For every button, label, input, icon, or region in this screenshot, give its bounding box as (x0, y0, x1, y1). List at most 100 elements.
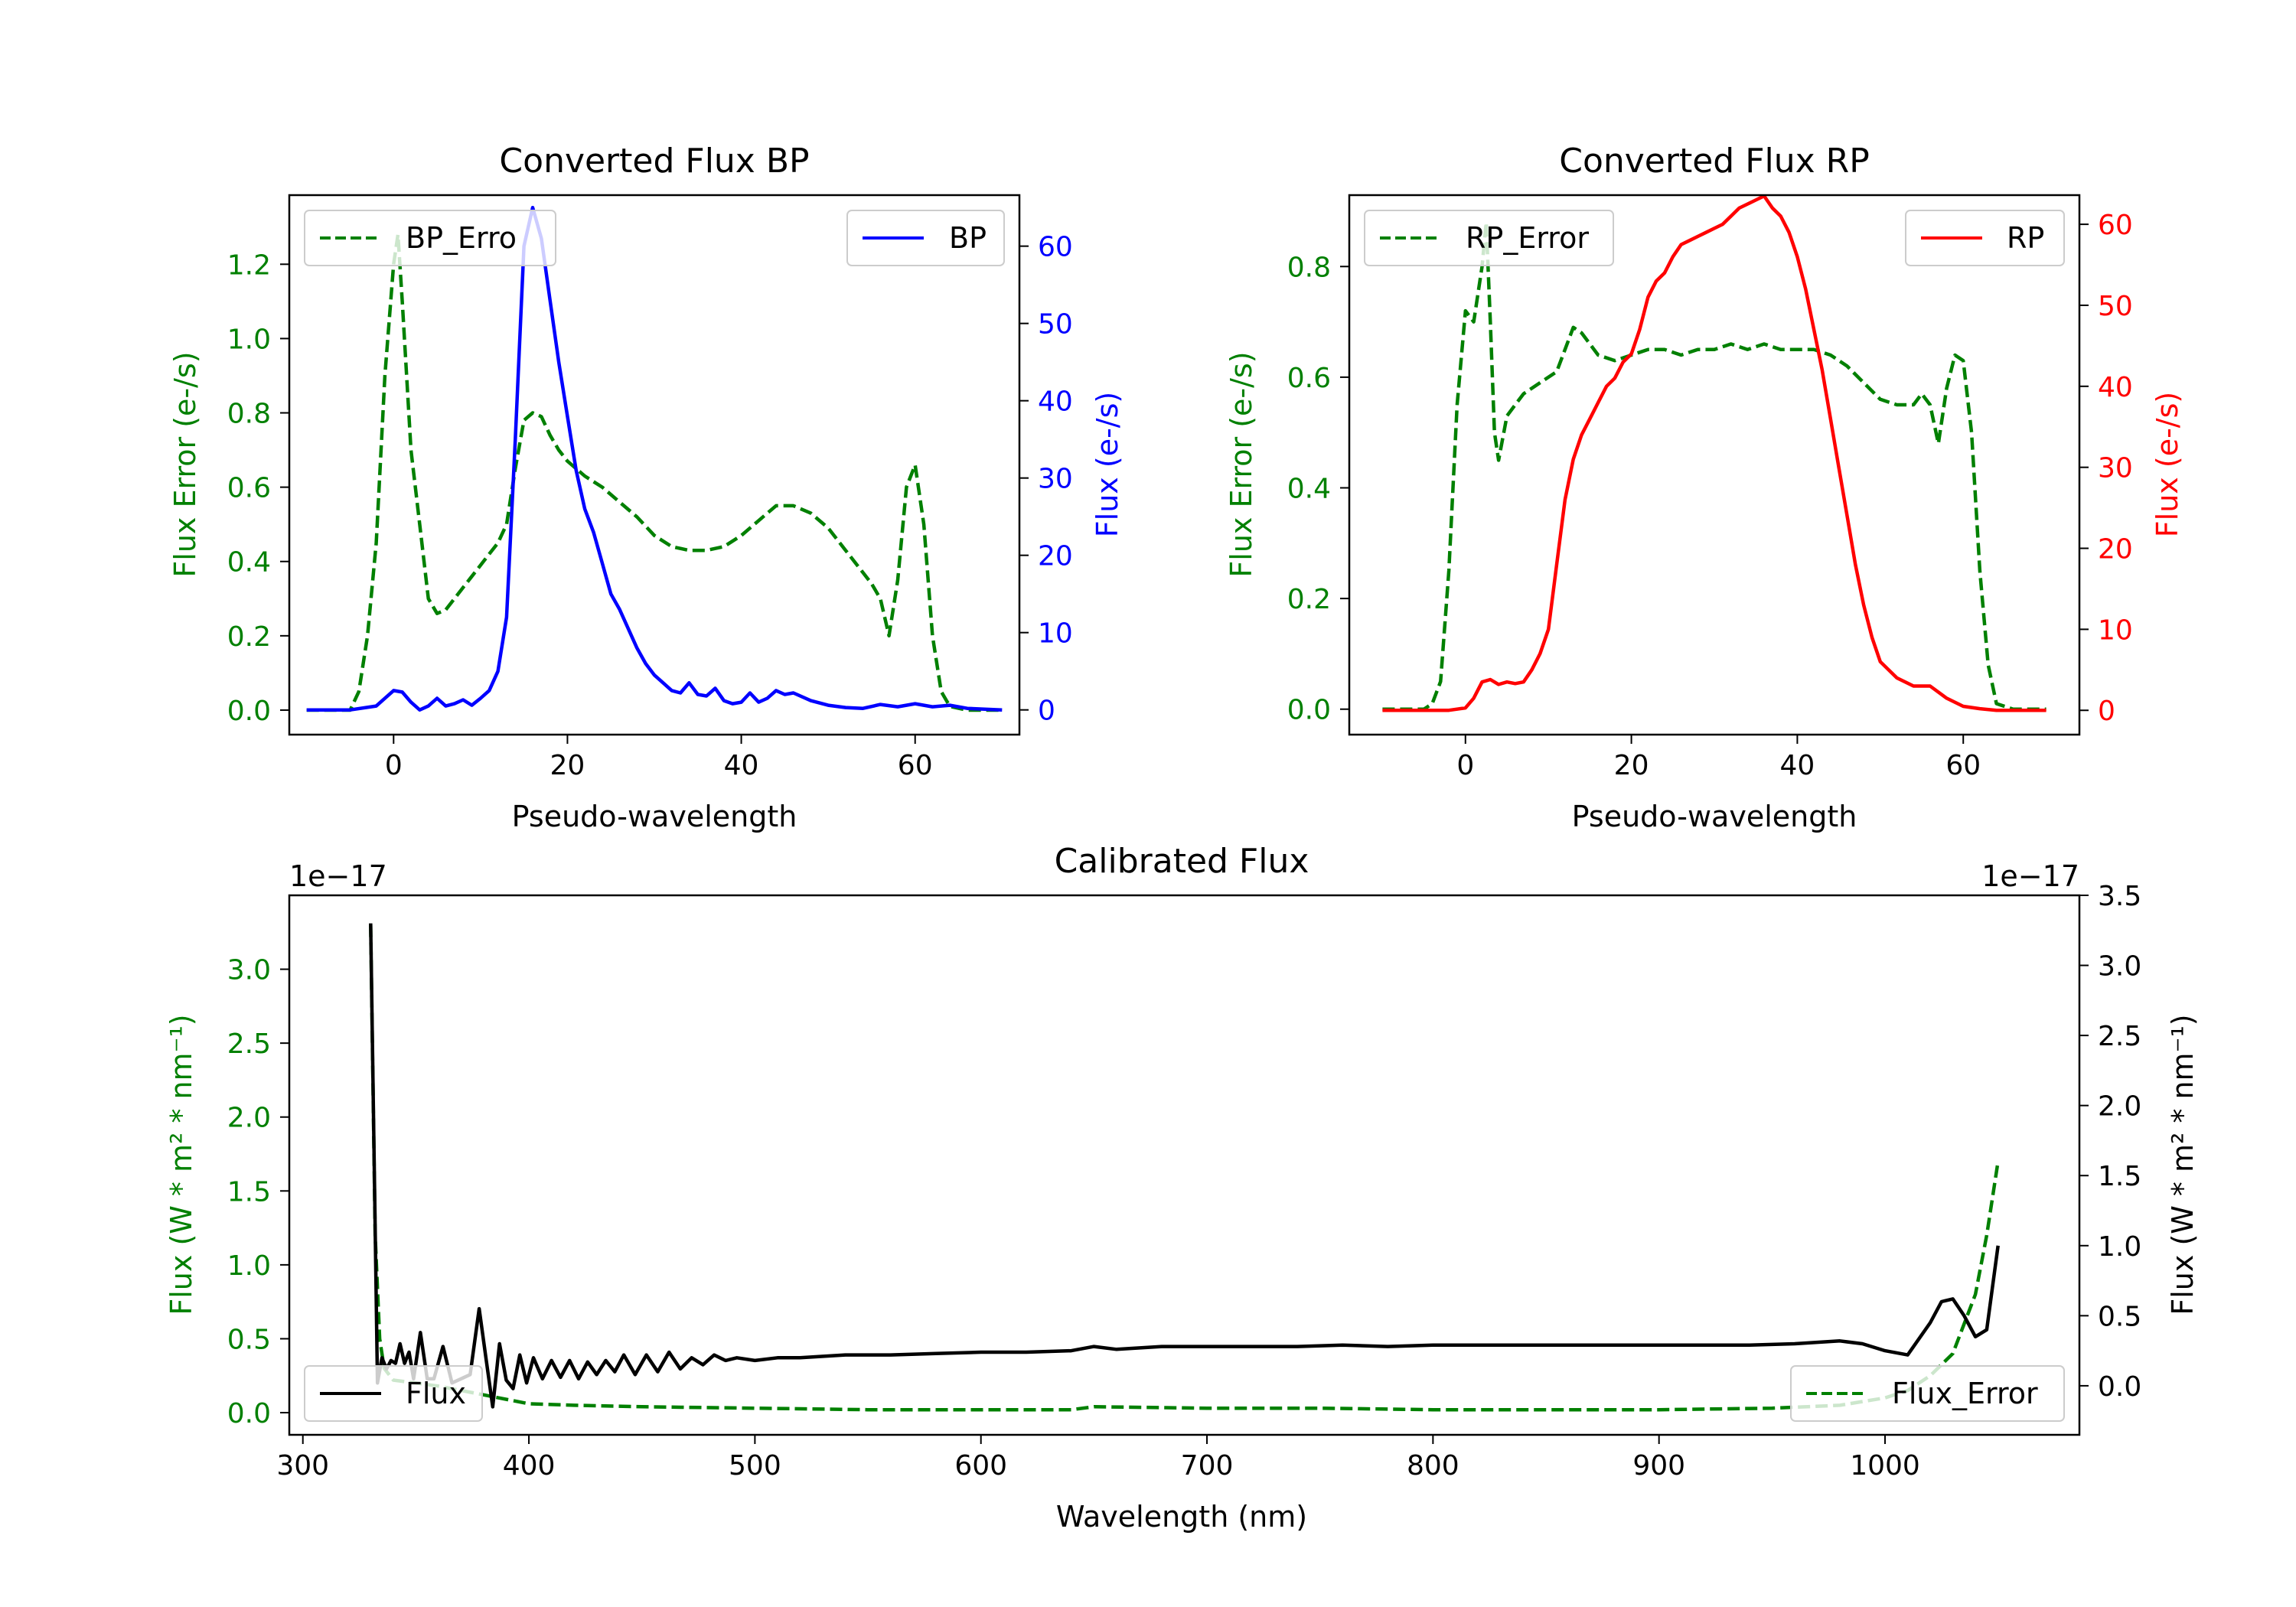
rp-y-axis-label-right: Flux (e-/s) (2151, 392, 2184, 537)
rp-legend-left: RP_Error (1364, 210, 1614, 266)
calibrated-y-left-tick-label: 1.5 (227, 1176, 271, 1208)
calibrated-y-left-tick-label: 0.0 (227, 1398, 271, 1429)
rp-y-right-tick-label: 50 (2098, 291, 2133, 322)
rp-y-left-tick-label: 0.8 (1287, 252, 1331, 283)
bp-x-tick-label: 40 (724, 750, 759, 781)
calibrated-x-tick-label: 500 (729, 1450, 781, 1482)
calibrated-axes-frame (288, 894, 2081, 1436)
rp-y-right-tick-label: 60 (2098, 210, 2133, 241)
rp-x-tick-label: 40 (1780, 750, 1815, 781)
calibrated-x-axis-label: Wavelength (nm) (1056, 1500, 1307, 1534)
bp-y-right-tick-label: 30 (1038, 464, 1073, 495)
bp-legend-right: BP (846, 210, 1005, 266)
rp-y-right-tick-label: 0 (2098, 696, 2115, 727)
rp-plot-area (1382, 195, 2047, 712)
bp-y-right-tick-label: 40 (1038, 386, 1073, 418)
bp-y-left-tick-label: 0.0 (227, 696, 271, 727)
rp-y-left-tick-label: 0.4 (1287, 474, 1331, 505)
bp-y-right-tick-label: 20 (1038, 541, 1073, 572)
calibrated-y-left-tick-label: 1.0 (227, 1250, 271, 1282)
bp-legend-flux-label: BP (949, 221, 987, 255)
bp-x-tick-label: 60 (898, 750, 933, 781)
bp-plot-area (306, 205, 1003, 712)
rp-legend-flux-label: RP (2007, 221, 2044, 255)
rp-series-rp-error (1382, 220, 2047, 711)
rp-y-left-tick-label: 0.6 (1287, 363, 1331, 394)
bp-axes-frame (288, 194, 1021, 736)
rp-series-rp (1382, 195, 2047, 712)
rp-x-ticks: 0 20 40 60 (1456, 735, 1981, 781)
calibrated-y-axis-label-left: Flux (W * m² * nm⁻¹) (165, 1014, 198, 1315)
rp-y-ticks-left: 0.0 0.2 0.4 0.6 0.8 (1287, 252, 1349, 726)
rp-axes-frame (1348, 194, 2081, 736)
bp-series-bp-error (306, 233, 1003, 712)
bp-chart-title: Converted Flux BP (499, 142, 809, 181)
bp-y-axis-label-left: Flux Error (e-/s) (168, 351, 202, 577)
bp-y-left-tick-label: 0.4 (227, 547, 271, 579)
calibrated-x-tick-label: 900 (1632, 1450, 1685, 1482)
calibrated-chart: Calibrated Flux 300 400 500 600 700 800 900 100… (165, 842, 2200, 1534)
rp-chart-title: Converted Flux RP (1559, 142, 1870, 181)
bp-y-left-tick-label: 1.2 (227, 249, 271, 281)
calibrated-y-axis-label-right: Flux (W * m² * nm⁻¹) (2166, 1014, 2200, 1315)
calibrated-y-right-tick-label: 2.5 (2098, 1021, 2141, 1052)
rp-y-right-tick-label: 30 (2098, 453, 2133, 484)
bp-y-right-tick-label: 50 (1038, 309, 1073, 341)
bp-y-right-tick-label: 0 (1038, 696, 1055, 727)
bp-y-axis-label-right: Flux (e-/s) (1091, 392, 1124, 537)
rp-chart: Converted Flux RP 0 20 40 60 0.00.20.40.60.… (1225, 142, 2184, 833)
rp-y-left-tick-label: 0.2 (1287, 584, 1331, 615)
calibrated-x-tick-label: 400 (503, 1450, 556, 1482)
calibrated-y-right-tick-label: 1.5 (2098, 1161, 2141, 1192)
bp-y-left-tick-label: 0.2 (227, 621, 271, 653)
bp-legend-left: BP_Erro (304, 210, 556, 266)
bp-series-bp (306, 205, 1003, 712)
calibrated-x-tick-label: 1000 (1850, 1450, 1920, 1482)
bp-legend-error-label: BP_Erro (406, 221, 517, 255)
rp-y-axis-label-left: Flux Error (e-/s) (1225, 351, 1258, 577)
bp-y-left-tick-label: 1.0 (227, 324, 271, 355)
rp-y-right-tick-label: 20 (2098, 534, 2133, 566)
rp-x-tick-label: 60 (1945, 750, 1981, 781)
calibrated-x-ticks: 300 400 500 600 700 800 900 1000 (276, 1435, 1920, 1482)
bp-y-ticks-left: 0.0 0.2 0.4 0.6 0.8 1.0 1.2 (227, 249, 289, 727)
calibrated-legend-right: Flux_Error (1790, 1365, 2065, 1422)
calibrated-offset-left: 1e−17 (289, 859, 387, 893)
rp-x-tick-label: 0 (1456, 750, 1474, 781)
rp-y-right-tick-label: 10 (2098, 614, 2133, 646)
calibrated-chart-title: Calibrated Flux (1055, 842, 1309, 881)
calibrated-y-right-tick-label: 0.5 (2098, 1301, 2141, 1332)
calibrated-legend-left: Flux (304, 1365, 483, 1422)
bp-x-tick-label: 0 (385, 750, 403, 781)
bp-y-right-tick-label: 10 (1038, 618, 1073, 650)
rp-y-left-tick-label: 0.0 (1287, 695, 1331, 726)
rp-legend-error-label: RP_Error (1466, 221, 1589, 255)
calibrated-y-right-tick-label: 2.0 (2098, 1091, 2141, 1123)
bp-y-ticks-right: 0 10 20 30 40 50 60 (1019, 232, 1073, 727)
bp-y-left-tick-label: 0.8 (227, 399, 271, 430)
calibrated-x-tick-label: 600 (954, 1450, 1007, 1482)
calibrated-y-left-tick-label: 2.5 (227, 1028, 271, 1060)
calibrated-y-ticks-left: 0.0 0.5 1.0 1.5 2.0 2.5 3.0 (227, 955, 289, 1429)
calibrated-legend-error-label: Flux_Error (1892, 1377, 2038, 1410)
bp-chart: Converted Flux BP 0 20 40 60 0.00.20.40.60.… (168, 142, 1124, 833)
rp-x-axis-label: Pseudo-wavelength (1572, 800, 1857, 833)
calibrated-offset-right: 1e−17 (1981, 859, 2079, 893)
rp-x-tick-label: 20 (1614, 750, 1649, 781)
calibrated-y-right-tick-label: 0.0 (2098, 1371, 2141, 1403)
calibrated-y-right-tick-label: 3.0 (2098, 951, 2141, 983)
rp-y-right-tick-label: 40 (2098, 372, 2133, 403)
calibrated-y-right-tick-label: 3.5 (2098, 881, 2141, 912)
calibrated-x-tick-label: 800 (1407, 1450, 1459, 1482)
calibrated-x-tick-label: 300 (276, 1450, 329, 1482)
bp-y-right-tick-label: 60 (1038, 232, 1073, 263)
calibrated-y-left-tick-label: 3.0 (227, 955, 271, 986)
calibrated-legend-flux-label: Flux (406, 1377, 466, 1410)
calibrated-y-right-tick-label: 1.0 (2098, 1231, 2141, 1263)
rp-y-ticks-right: 0 10 20 30 40 50 60 (2079, 210, 2133, 727)
calibrated-x-tick-label: 700 (1181, 1450, 1234, 1482)
bp-x-ticks: 0 20 40 60 (385, 735, 933, 781)
calibrated-y-left-tick-label: 0.5 (227, 1324, 271, 1355)
bp-x-axis-label: Pseudo-wavelength (512, 800, 797, 833)
